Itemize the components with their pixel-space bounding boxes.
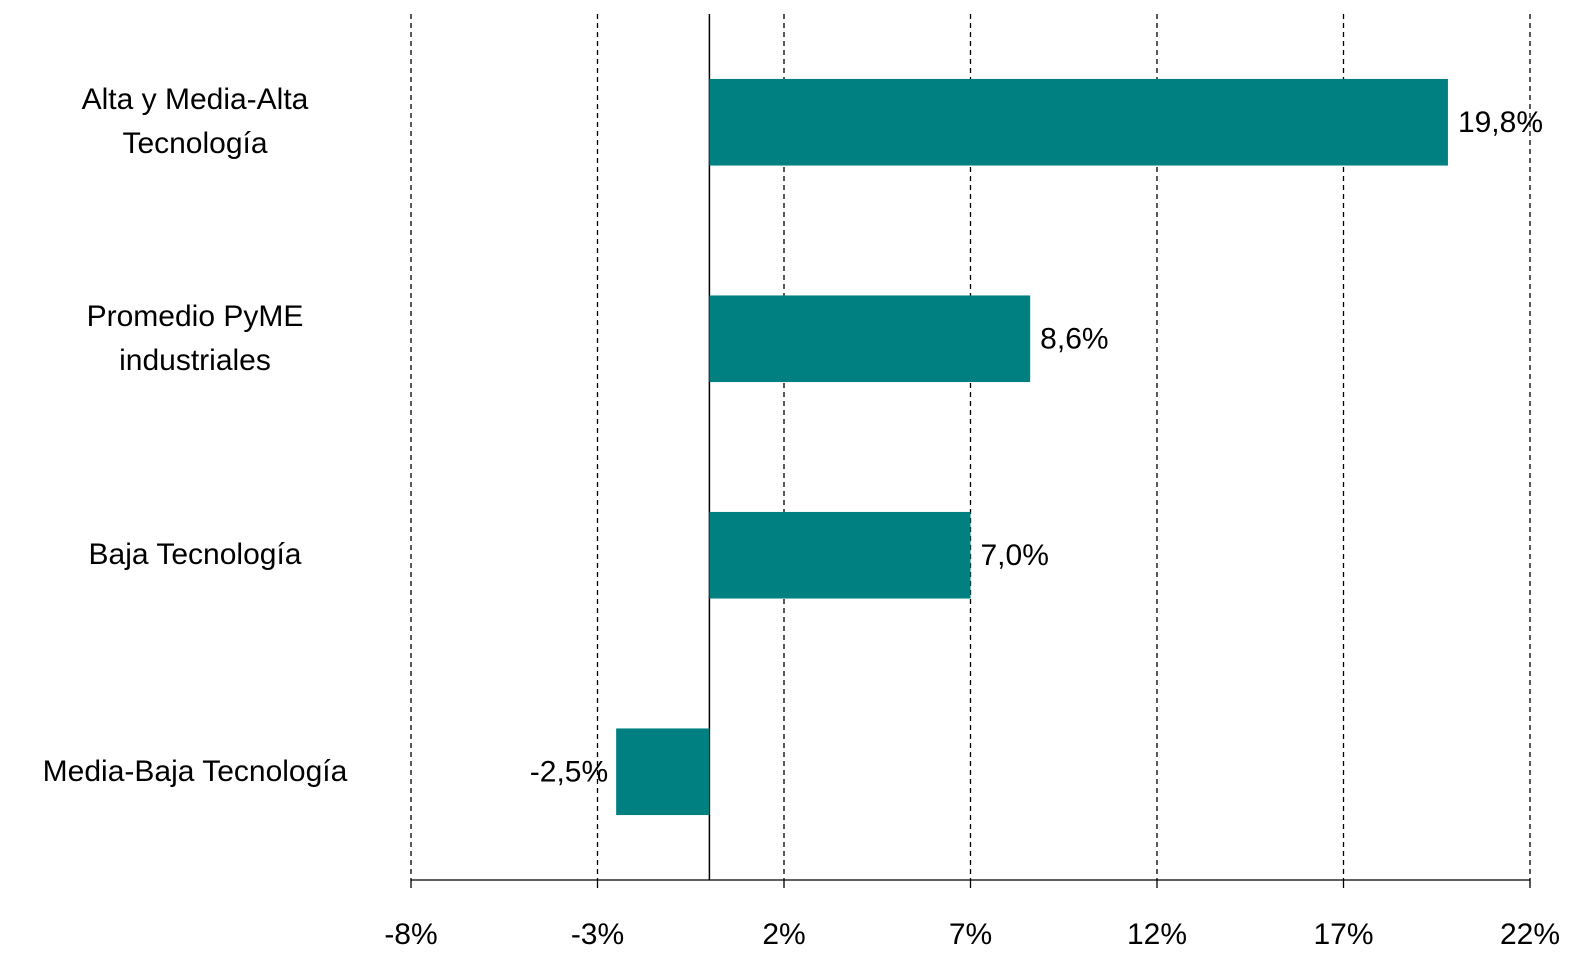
bar: [616, 728, 710, 816]
category-label: Media-Baja Tecnología: [42, 754, 348, 788]
x-tick-label: 22%: [1500, 918, 1560, 951]
value-label: 8,6%: [1040, 323, 1108, 356]
bar: [709, 78, 1448, 166]
bar: [709, 511, 971, 599]
category-label: Alta y Media-Alta Tecnología: [81, 83, 309, 161]
value-label: 7,0%: [981, 539, 1049, 572]
value-label: 19,8%: [1458, 106, 1543, 139]
category-label: Promedio PyME industriales: [86, 299, 304, 377]
x-tick-label: 2%: [762, 918, 805, 951]
bar: [709, 295, 1031, 383]
x-tick-label: -8%: [384, 918, 437, 951]
x-tick-label: 17%: [1313, 918, 1373, 951]
x-tick-label: 12%: [1127, 918, 1187, 951]
x-tick-label: 7%: [949, 918, 992, 951]
value-label: -2,5%: [530, 756, 608, 789]
x-tick-label: -3%: [571, 918, 624, 951]
category-label: Baja Tecnología: [88, 538, 302, 572]
